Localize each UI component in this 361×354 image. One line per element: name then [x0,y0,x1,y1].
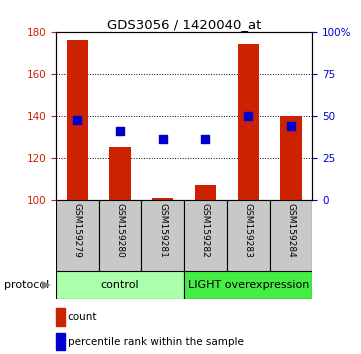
Text: ▶: ▶ [42,280,50,290]
Bar [227,200,270,271]
Bar [67,40,88,200]
Bar [99,200,142,271]
Point [203,136,208,142]
Bar [280,116,301,200]
Text: percentile rank within the sample: percentile rank within the sample [68,337,243,347]
Bar [109,148,131,200]
Bar [238,45,259,200]
Point [74,117,80,123]
Text: GSM159282: GSM159282 [201,203,210,258]
Bar [195,185,216,200]
Text: LIGHT overexpression: LIGHT overexpression [187,280,309,290]
Bar [142,200,184,271]
Text: protocol: protocol [4,280,49,290]
Text: GSM159280: GSM159280 [116,203,125,258]
Text: GSM159284: GSM159284 [286,203,295,258]
Text: GSM159281: GSM159281 [158,203,167,258]
Bar [56,271,184,299]
Point [245,113,251,119]
Point [160,136,166,142]
Text: GSM159279: GSM159279 [73,203,82,258]
Bar [270,200,312,271]
Bar [184,200,227,271]
Bar [56,200,99,271]
Point [288,124,294,129]
Text: count: count [68,312,97,322]
Bar [184,271,312,299]
Bar [152,198,173,200]
Title: GDS3056 / 1420040_at: GDS3056 / 1420040_at [107,18,261,31]
Point [117,128,123,133]
Text: GSM159283: GSM159283 [244,203,253,258]
Text: control: control [101,280,139,290]
